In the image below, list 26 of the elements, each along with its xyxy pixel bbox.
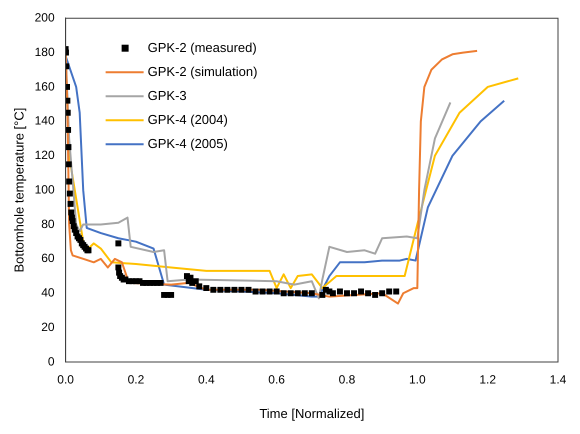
legend-label: GPK-4 (2005) bbox=[148, 136, 228, 151]
x-tick-label: 0.8 bbox=[338, 372, 356, 387]
x-tick-label: 0.0 bbox=[57, 372, 74, 387]
y-tick-label: 40 bbox=[41, 286, 55, 300]
y-tick-label: 20 bbox=[41, 320, 55, 334]
legend-label: GPK-4 (2004) bbox=[148, 112, 228, 127]
y-tick-label: 160 bbox=[34, 79, 55, 94]
legend-label: GPK-2 (measured) bbox=[148, 40, 257, 55]
y-tick-label: 120 bbox=[34, 148, 55, 162]
y-tick-label: 80 bbox=[41, 216, 55, 231]
y-tick-label: 140 bbox=[34, 114, 55, 128]
legend-label: GPK-3 bbox=[148, 88, 187, 103]
x-tick-label: 1.4 bbox=[550, 372, 567, 387]
x-tick-label: 0.2 bbox=[128, 372, 145, 387]
y-axis-title: Bottomhole temperature [°C] bbox=[11, 108, 26, 273]
x-tick-label: 1.0 bbox=[408, 372, 426, 387]
y-tick-label: 60 bbox=[41, 251, 55, 266]
y-tick-label: 200 bbox=[34, 10, 55, 25]
legend-label: GPK-2 (simulation) bbox=[148, 64, 258, 79]
y-tick-label: 180 bbox=[34, 44, 55, 59]
x-tick-label: 0.4 bbox=[198, 372, 215, 387]
x-tick-label: 1.2 bbox=[479, 372, 496, 387]
x-axis-title: Time [Normalized] bbox=[259, 406, 364, 421]
y-tick-label: 0 bbox=[48, 354, 55, 368]
y-tick-label: 100 bbox=[34, 182, 55, 196]
x-tick-label: 0.6 bbox=[268, 372, 286, 387]
